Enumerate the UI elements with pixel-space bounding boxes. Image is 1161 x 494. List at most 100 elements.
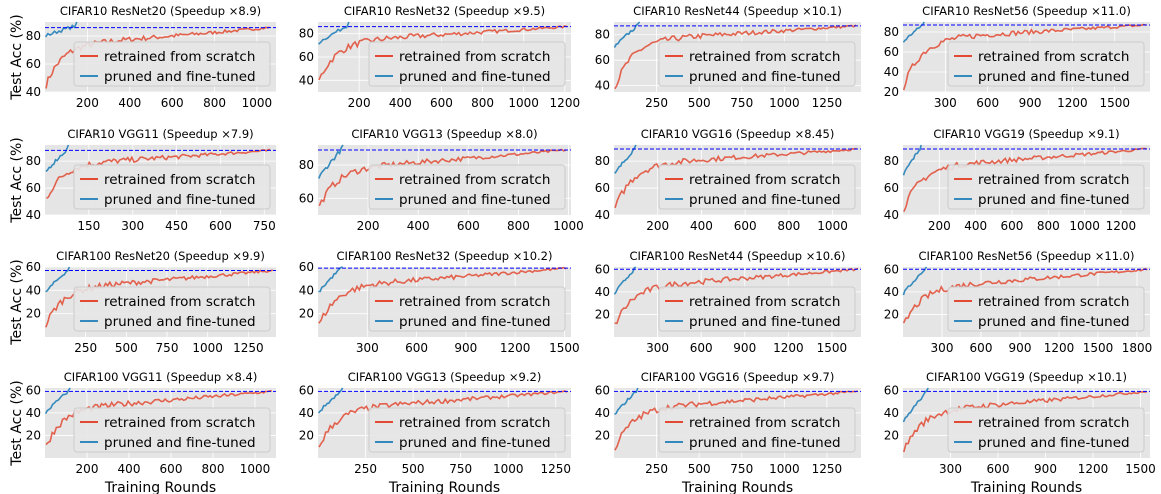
y-tick-label: 60 [26, 260, 41, 274]
x-tick-label: 800 [202, 462, 225, 476]
legend-box [947, 407, 1145, 453]
legend-label-pruned-and-fine-tuned: pruned and fine-tuned [689, 192, 841, 208]
legend-label-pruned-and-fine-tuned: pruned and fine-tuned [689, 435, 841, 451]
y-tick-label: 80 [26, 154, 41, 168]
y-axis-label: Test Acc (%) [9, 137, 25, 223]
legend-label-retrained-from-scratch: retrained from scratch [689, 49, 840, 65]
x-tick-label: 1800 [1122, 341, 1153, 355]
y-tick-label: 60 [884, 45, 899, 59]
x-tick-label: 200 [348, 96, 371, 110]
y-axis-label: Test Acc (%) [9, 14, 25, 100]
x-tick-label: 800 [471, 96, 494, 110]
legend-label-pruned-and-fine-tuned: pruned and fine-tuned [978, 69, 1130, 85]
legend-label-pruned-and-fine-tuned: pruned and fine-tuned [104, 435, 256, 451]
x-tick-label: 600 [405, 341, 428, 355]
x-tick-label: 1200 [550, 96, 581, 110]
x-tick-label: 1500 [817, 341, 848, 355]
legend-label-retrained-from-scratch: retrained from scratch [689, 294, 840, 310]
x-tick-label: 1000 [769, 96, 800, 110]
x-tick-label: 1000 [192, 341, 223, 355]
x-tick-label: 750 [449, 462, 472, 476]
x-tick-label: 750 [730, 96, 753, 110]
x-axis-label: Training Rounds [681, 480, 793, 494]
y-tick-label: 60 [299, 383, 314, 397]
y-tick-label: 80 [299, 27, 314, 41]
chart-title: CIFAR10 ResNet44 (Speedup ×10.1) [633, 4, 842, 18]
y-tick-label: 60 [595, 262, 610, 276]
x-tick-label: 500 [688, 462, 711, 476]
x-tick-label: 1500 [1125, 462, 1156, 476]
y-tick-label: 80 [884, 154, 899, 168]
y-tick-label: 80 [884, 25, 899, 39]
x-tick-label: 1200 [500, 341, 531, 355]
y-tick-label: 60 [595, 181, 610, 195]
legend-label-pruned-and-fine-tuned: pruned and fine-tuned [399, 69, 551, 85]
x-tick-label: 800 [1037, 219, 1060, 233]
x-tick-label: 200 [928, 219, 951, 233]
y-tick-label: 20 [26, 307, 41, 321]
x-tick-label: 1250 [812, 462, 843, 476]
x-tick-label: 1250 [541, 462, 572, 476]
legend-label-retrained-from-scratch: retrained from scratch [104, 172, 255, 188]
legend-label-pruned-and-fine-tuned: pruned and fine-tuned [978, 314, 1130, 330]
y-tick-label: 60 [884, 262, 899, 276]
legend-label-retrained-from-scratch: retrained from scratch [104, 294, 255, 310]
x-tick-label: 1250 [812, 96, 843, 110]
y-tick-label: 80 [299, 158, 314, 172]
legend-label-retrained-from-scratch: retrained from scratch [104, 415, 255, 431]
x-tick-label: 750 [156, 341, 179, 355]
legend-label-pruned-and-fine-tuned: pruned and fine-tuned [689, 69, 841, 85]
series-line-pruned-and-fine-tuned [902, 21, 925, 43]
chart-panel: CIFAR100 ResNet44 (Speedup ×10.6) 300 600 9… [595, 249, 861, 355]
x-tick-label: 1500 [1083, 341, 1114, 355]
legend-box [73, 164, 271, 210]
x-tick-label: 400 [964, 219, 987, 233]
chart-panel: CIFAR100 VGG11 (Speedup ×8.4) 200 400 600 80… [26, 370, 276, 476]
x-tick-label: 900 [1034, 462, 1057, 476]
y-tick-label: 40 [884, 285, 899, 299]
x-tick-label: 1000 [493, 462, 524, 476]
legend-box [73, 286, 271, 332]
x-tick-label: 400 [389, 96, 412, 110]
y-tick-label: 40 [26, 406, 41, 420]
x-tick-label: 1000 [817, 219, 848, 233]
y-tick-label: 60 [595, 383, 610, 397]
y-tick-label: 40 [595, 208, 610, 222]
x-tick-label: 300 [356, 341, 379, 355]
x-tick-label: 800 [777, 219, 800, 233]
x-tick-label: 200 [76, 96, 99, 110]
x-tick-label: 900 [1009, 341, 1032, 355]
series-line-pruned-and-fine-tuned [45, 144, 70, 173]
y-tick-label: 40 [299, 283, 314, 297]
x-tick-label: 600 [160, 462, 183, 476]
x-tick-label: 600 [970, 341, 993, 355]
y-tick-label: 40 [26, 85, 41, 99]
legend-label-retrained-from-scratch: retrained from scratch [399, 172, 550, 188]
x-tick-label: 400 [407, 219, 430, 233]
x-tick-label: 1000 [508, 96, 539, 110]
series-line-pruned-and-fine-tuned [613, 266, 637, 295]
x-tick-label: 200 [646, 219, 669, 233]
chart-panel: CIFAR10 VGG11 (Speedup ×7.9) 150 300 450 600… [26, 127, 276, 233]
x-tick-label: 900 [1019, 96, 1042, 110]
chart-title: CIFAR10 VGG11 (Speedup ×7.9) [67, 127, 253, 141]
y-axis-label: Test Acc (%) [9, 259, 25, 345]
chart-title: CIFAR10 ResNet20 (Speedup ×8.9) [60, 4, 261, 18]
y-tick-label: 20 [299, 428, 314, 442]
y-tick-label: 20 [884, 428, 899, 442]
y-tick-label: 40 [299, 73, 314, 87]
series-line-pruned-and-fine-tuned [614, 387, 639, 415]
series-line-pruned-and-fine-tuned [902, 266, 928, 296]
x-tick-label: 1250 [233, 341, 264, 355]
series-line-retrained-from-scratch [903, 147, 1147, 213]
legend-label-retrained-from-scratch: retrained from scratch [689, 415, 840, 431]
x-tick-label: 500 [115, 341, 138, 355]
y-tick-label: 40 [26, 208, 41, 222]
series-line-pruned-and-fine-tuned [318, 144, 344, 179]
legend-label-retrained-from-scratch: retrained from scratch [399, 294, 550, 310]
y-tick-label: 80 [595, 154, 610, 168]
legend-label-pruned-and-fine-tuned: pruned and fine-tuned [399, 435, 551, 451]
y-tick-label: 60 [299, 260, 314, 274]
y-tick-label: 60 [26, 181, 41, 195]
